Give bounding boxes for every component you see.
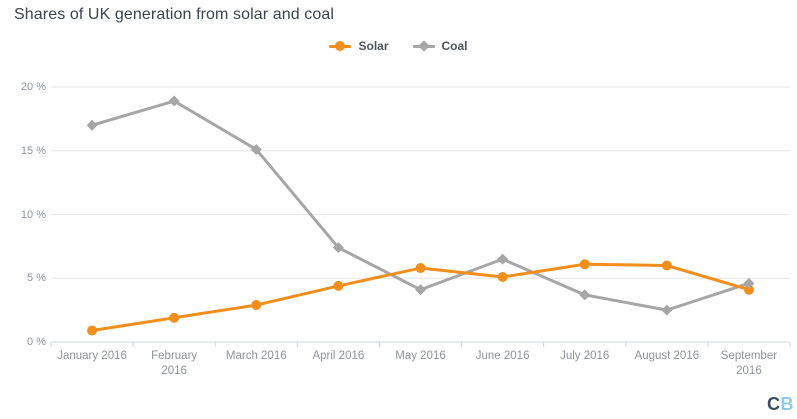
solar-data-point xyxy=(497,271,508,282)
legend-label-coal: Coal xyxy=(441,39,468,53)
solar-data-point xyxy=(169,312,180,323)
y-tick-label: 0 % xyxy=(27,336,46,348)
x-tick-label: May 2016 xyxy=(395,350,446,362)
solar-data-point xyxy=(661,260,672,271)
coal-data-point xyxy=(86,119,98,131)
logo-letter-c: C xyxy=(767,394,781,414)
coal-data-point xyxy=(332,242,344,254)
chart-title: Shares of UK generation from solar and c… xyxy=(14,6,335,23)
legend-item-solar[interactable]: Solar xyxy=(329,39,389,53)
solar-series-line xyxy=(90,262,751,333)
x-tick-label: April 2016 xyxy=(312,350,365,362)
solar-data-point xyxy=(579,259,590,270)
solar-data-point xyxy=(743,284,754,295)
legend: Solar Coal xyxy=(0,36,797,56)
x-tick-label: January 2016 xyxy=(57,350,127,362)
coal-data-point xyxy=(661,304,673,316)
coal-data-point xyxy=(579,289,591,301)
y-tick-label: 20 % xyxy=(20,81,46,93)
coal-series-icon xyxy=(412,40,435,52)
coal-data-point xyxy=(743,277,755,289)
legend-item-coal[interactable]: Coal xyxy=(412,39,468,53)
solar-data-point xyxy=(415,263,426,274)
y-tick-label: 10 % xyxy=(20,208,46,221)
coal-series-line xyxy=(90,99,751,312)
y-tick-label: 5 % xyxy=(27,272,46,285)
x-tick-label: September 2016 xyxy=(720,350,778,377)
solar-data-point xyxy=(251,300,262,311)
solar-data-point xyxy=(87,325,98,336)
coal-data-point xyxy=(168,95,180,107)
x-tick-label: June 2016 xyxy=(475,350,530,362)
carbon-brief-logo: CB xyxy=(767,395,794,413)
coal-data-point xyxy=(250,143,262,155)
y-tick-label: 15 % xyxy=(20,144,46,157)
solar-data-point xyxy=(333,280,344,291)
x-tick-label: March 2016 xyxy=(225,350,287,362)
x-tick-label: July 2016 xyxy=(560,350,610,362)
legend-label-solar: Solar xyxy=(358,39,389,53)
x-tick-label: February 2016 xyxy=(151,350,198,377)
logo-letter-b: B xyxy=(780,394,794,414)
solar-series-icon xyxy=(329,40,352,52)
x-tick-label: August 2016 xyxy=(634,350,700,362)
coal-data-point xyxy=(497,253,509,265)
coal-data-point xyxy=(415,284,426,296)
